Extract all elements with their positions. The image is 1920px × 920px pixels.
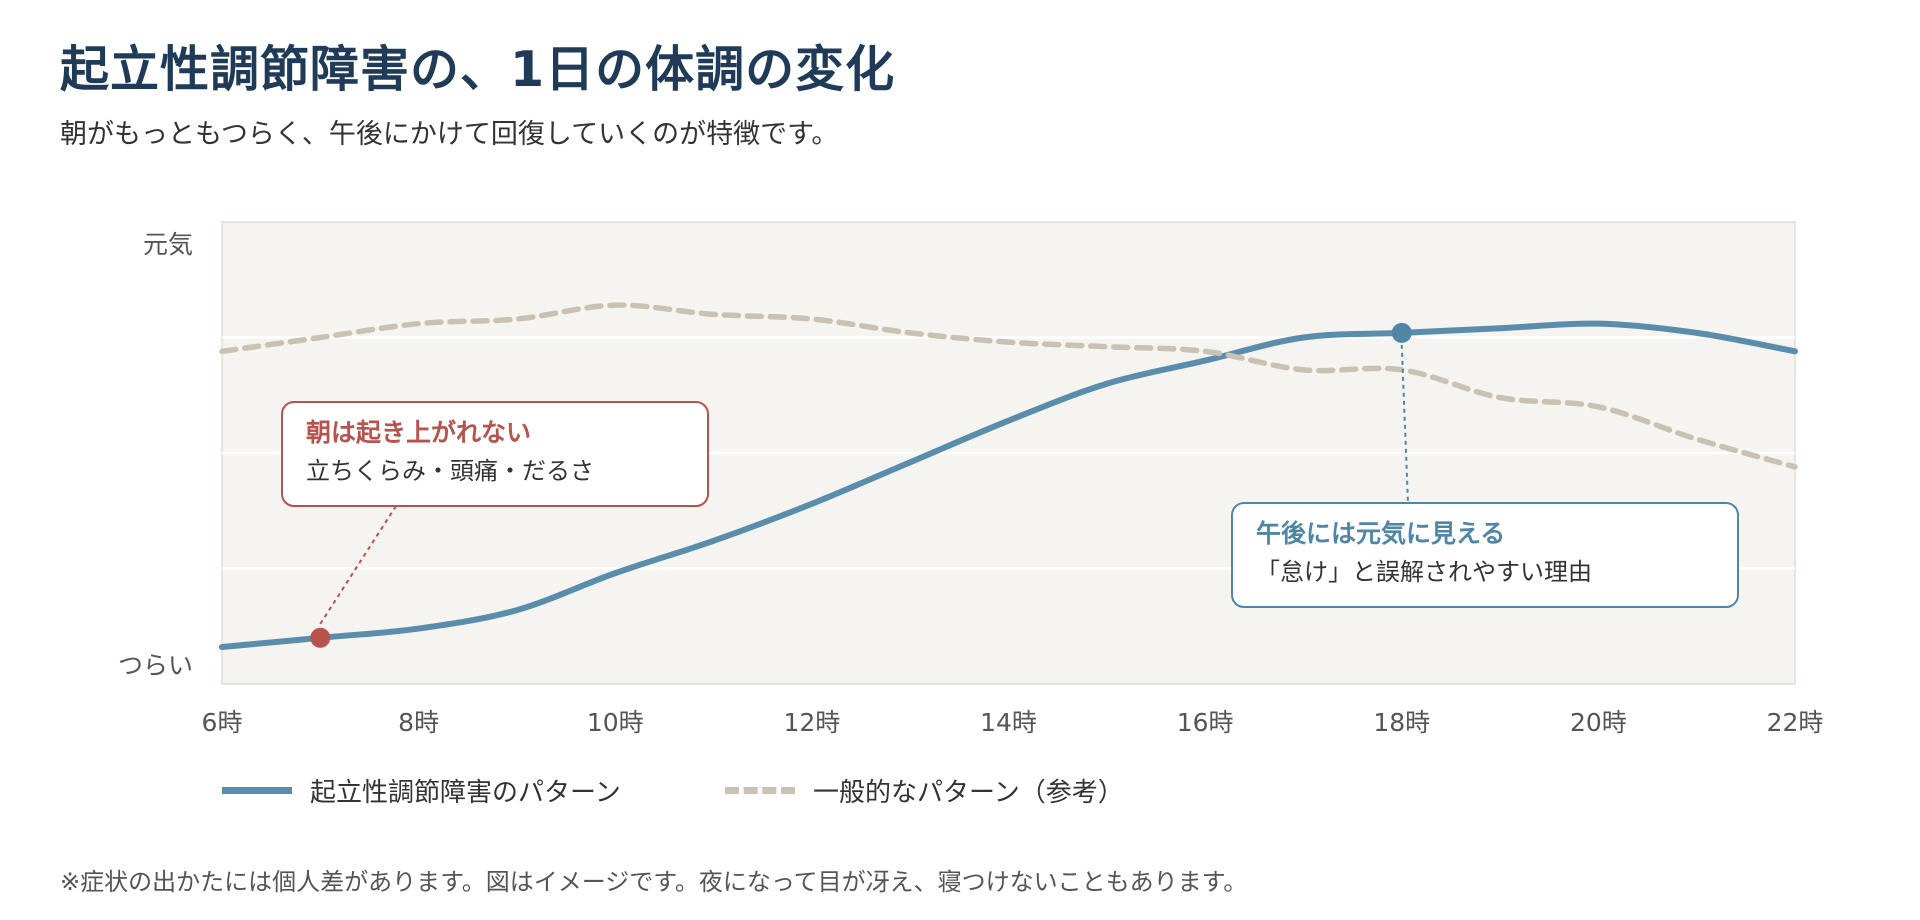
- x-tick-label: 12時: [783, 708, 840, 737]
- x-tick-label: 8時: [398, 708, 439, 737]
- data-point-morning: [310, 627, 331, 648]
- x-tick-label: 10時: [587, 708, 644, 737]
- x-tick-label: 14時: [980, 708, 1037, 737]
- x-tick-label: 16時: [1177, 708, 1234, 737]
- legend-item-reference: 一般的なパターン（参考）: [725, 772, 1124, 809]
- y-label-bottom: つらい: [118, 651, 193, 680]
- x-tick-label: 22時: [1767, 708, 1824, 737]
- x-tick-label: 18時: [1373, 708, 1430, 737]
- callout-text-afternoon: 「怠け」と誤解されやすい理由: [1256, 558, 1592, 586]
- callout-box-morning: [281, 401, 709, 507]
- callout-title-morning: 朝は起き上がれない: [306, 418, 531, 447]
- footnote: ※症状の出かたには個人差があります。図はイメージです。夜になって目が冴え、寝つけ…: [60, 868, 1248, 896]
- legend-reference-label: 一般的なパターン（参考）: [813, 778, 1124, 808]
- x-tick-label: 20時: [1570, 708, 1627, 737]
- x-tick-label: 6時: [202, 708, 243, 737]
- page-subtitle: 朝がもっともつらく、午後にかけて回復していくのが特徴です。: [60, 119, 839, 150]
- legend-reference-swatch: [725, 787, 795, 794]
- page-title: 起立性調節障害の、1日の体調の変化: [60, 41, 896, 98]
- legend-item-main: 起立性調節障害のパターン: [222, 772, 621, 809]
- series-line-reference: [219, 302, 1798, 470]
- callout-text-morning: 立ちくらみ・頭痛・だるさ: [306, 457, 594, 485]
- callout-box-afternoon: [1231, 502, 1739, 608]
- series-line-main: [219, 320, 1798, 651]
- callout-title-afternoon: 午後には元気に見える: [1256, 519, 1505, 548]
- legend-main-label: 起立性調節障害のパターン: [310, 778, 621, 808]
- y-label-top: 元気: [143, 230, 193, 259]
- callout-connector-afternoon: [1400, 344, 1409, 504]
- data-point-afternoon: [1391, 322, 1412, 343]
- legend-main-swatch: [222, 787, 292, 794]
